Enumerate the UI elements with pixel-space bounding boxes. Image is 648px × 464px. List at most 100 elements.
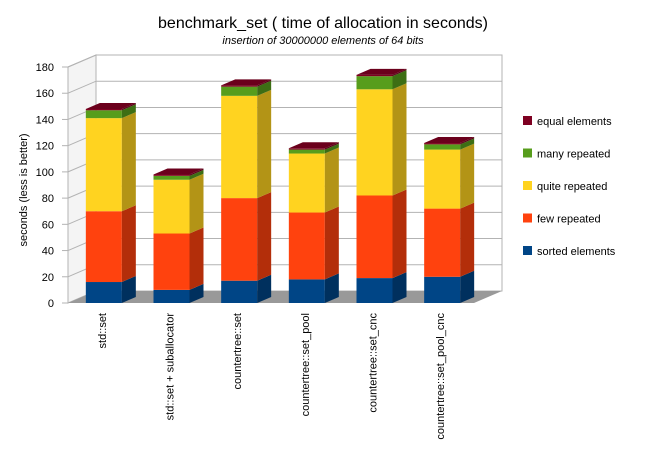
legend-label: sorted elements bbox=[537, 246, 616, 258]
bar-top-face bbox=[153, 168, 204, 175]
bar-segment-many-repeated bbox=[424, 144, 461, 150]
bar-segment-side bbox=[257, 79, 272, 87]
grid-line bbox=[67, 54, 502, 68]
bar-segment-side bbox=[324, 273, 339, 303]
bar-segment-many-repeated bbox=[288, 149, 325, 154]
bar-segment-side bbox=[121, 102, 136, 111]
y-tick-label: 120 bbox=[36, 141, 54, 153]
bar-segment-quite-repeated bbox=[85, 118, 122, 212]
bar-top-face bbox=[356, 68, 407, 75]
legend-swatch bbox=[523, 181, 532, 190]
bar-segment-sorted-elements bbox=[153, 289, 190, 303]
x-tick-label: std::set + suballocator bbox=[165, 313, 177, 421]
legend-label: few repeated bbox=[537, 214, 601, 226]
bar-segment-many-repeated bbox=[221, 86, 258, 96]
x-tick-label: countertree::set_pool bbox=[300, 313, 312, 416]
bar-stacks bbox=[85, 68, 475, 303]
y-tick-label: 40 bbox=[42, 246, 54, 258]
legend-item: few repeated bbox=[523, 213, 601, 226]
bar-segment-equal-elements bbox=[221, 85, 258, 87]
legend-item: quite repeated bbox=[523, 181, 607, 193]
x-tick-label: std::set bbox=[97, 313, 109, 348]
chart-subtitle: insertion of 30000000 elements of 64 bit… bbox=[222, 35, 424, 47]
bar-segment-side bbox=[189, 168, 204, 176]
bar-segment-equal-elements bbox=[85, 108, 122, 111]
legend-item: sorted elements bbox=[523, 246, 616, 258]
bar-segment-side bbox=[257, 192, 272, 281]
bar-segment-quite-repeated bbox=[356, 89, 393, 196]
bar-segment-side bbox=[460, 138, 475, 150]
bar-segment-few-repeated bbox=[153, 233, 190, 290]
y-tick-label: 180 bbox=[36, 62, 54, 74]
x-tick-label: countertree::set_cnc bbox=[368, 313, 380, 413]
bar-segment-side bbox=[324, 206, 339, 280]
y-tick-label: 60 bbox=[42, 219, 54, 231]
bar-segment-side bbox=[392, 68, 407, 77]
bar-segment-side bbox=[324, 147, 339, 213]
y-tick-label: 100 bbox=[36, 167, 54, 179]
y-tick-label: 160 bbox=[36, 88, 54, 100]
legend-item: many repeated bbox=[523, 148, 610, 161]
bar-top-face bbox=[288, 142, 339, 149]
bar-segment-side bbox=[121, 112, 136, 212]
bar-segment-side bbox=[189, 173, 204, 234]
bar-segment-quite-repeated bbox=[288, 153, 325, 213]
bar-segment-few-repeated bbox=[85, 211, 122, 283]
bar-segment-side bbox=[189, 283, 204, 303]
bar-segment-side bbox=[324, 142, 339, 150]
bar-top-face bbox=[221, 79, 272, 86]
legend-item: equal elements bbox=[523, 116, 612, 128]
bar-segment-sorted-elements bbox=[424, 276, 461, 303]
bar-segment-few-repeated bbox=[221, 198, 258, 281]
bar-segment-side bbox=[392, 272, 407, 303]
legend-swatch bbox=[523, 148, 532, 158]
bar-segment-side bbox=[257, 80, 272, 96]
legend-swatch bbox=[523, 246, 532, 255]
bar-segment-few-repeated bbox=[424, 208, 461, 277]
bar-segment-many-repeated bbox=[153, 175, 190, 180]
bar-segment-sorted-elements bbox=[85, 282, 122, 303]
legend-swatch bbox=[523, 213, 532, 223]
bar-segment-equal-elements bbox=[424, 143, 461, 145]
y-tick-label: 0 bbox=[48, 298, 54, 310]
y-tick-labels: 0 20 40 60 80 100 120 140 160 180 bbox=[36, 62, 69, 310]
bar-top-face bbox=[424, 137, 475, 144]
bar-segment-side bbox=[324, 143, 339, 154]
bar-stack bbox=[288, 142, 339, 303]
bar-stack bbox=[424, 137, 475, 303]
bar-segment-side bbox=[460, 137, 475, 145]
y-tick-label: 140 bbox=[36, 114, 54, 126]
bar-segment-side bbox=[257, 274, 272, 303]
bar-segment-quite-repeated bbox=[424, 149, 461, 209]
bar-stack bbox=[356, 68, 407, 303]
bar-segment-few-repeated bbox=[288, 212, 325, 280]
chart-title: benchmark_set ( time of allocation in se… bbox=[158, 15, 488, 32]
bar-segment-equal-elements bbox=[153, 174, 190, 176]
bar-segment-side bbox=[121, 104, 136, 119]
bar-segment-few-repeated bbox=[356, 195, 393, 279]
bar-top-face bbox=[85, 102, 136, 109]
bar-segment-quite-repeated bbox=[153, 179, 190, 234]
legend: equal elements many repeated quite repeate… bbox=[523, 116, 616, 258]
x-tick-label: countertree::set bbox=[232, 313, 244, 389]
bar-segment-side bbox=[460, 270, 475, 303]
legend-label: equal elements bbox=[537, 116, 612, 128]
bar-segment-side bbox=[257, 89, 272, 199]
legend-label: quite repeated bbox=[537, 181, 607, 193]
bar-segment-side bbox=[189, 227, 204, 290]
bar-segment-side bbox=[460, 143, 475, 209]
x-tick-label: countertree::set_pool_cnc bbox=[435, 313, 447, 440]
y-tick-label: 20 bbox=[42, 272, 54, 284]
bar-segment-side bbox=[460, 202, 475, 277]
bar-stack bbox=[85, 102, 136, 303]
bar-segment-equal-elements bbox=[288, 148, 325, 150]
bar-segment-quite-repeated bbox=[221, 95, 258, 199]
x-tick-labels: std::set std::set + suballocator countertr… bbox=[97, 313, 447, 440]
bar-segment-side bbox=[121, 205, 136, 283]
bar-segment-many-repeated bbox=[85, 110, 122, 119]
y-tick-label: 80 bbox=[42, 193, 54, 205]
bar-stack bbox=[221, 79, 272, 303]
bar-stack bbox=[153, 168, 204, 303]
